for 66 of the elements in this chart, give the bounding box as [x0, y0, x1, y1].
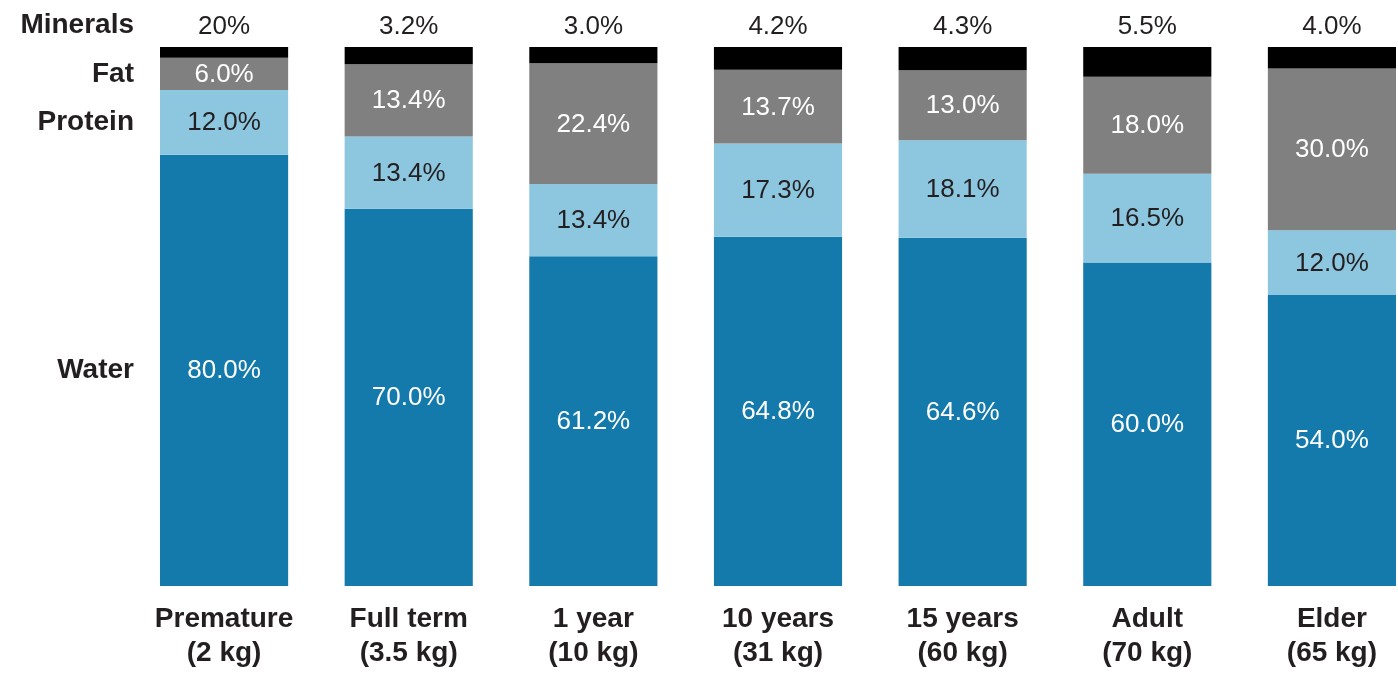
- bar: [344, 208, 473, 586]
- data-label: 13.4%: [371, 156, 446, 187]
- data-label: 6.0%: [194, 57, 254, 88]
- data-label: 12.0%: [187, 106, 261, 137]
- data-label: 18.0%: [1110, 109, 1185, 140]
- bar: [160, 154, 289, 586]
- series-label: Protein: [37, 105, 134, 137]
- data-label: 13.4%: [556, 204, 631, 235]
- bar: [898, 140, 1027, 238]
- data-label: 4.3%: [933, 10, 993, 40]
- bar: [713, 47, 843, 70]
- bar: [898, 237, 1027, 586]
- data-label: 5.5%: [1117, 10, 1177, 40]
- data-label: 70.0%: [371, 381, 446, 412]
- bar: [1267, 294, 1396, 586]
- x-tick-label: 10 years (31 kg): [721, 601, 835, 667]
- data-label: 13.4%: [371, 84, 446, 115]
- series-label: Minerals: [20, 8, 134, 39]
- bar: [529, 183, 658, 257]
- bar: [160, 90, 289, 155]
- bar: [1083, 173, 1212, 263]
- data-label: 61.2%: [556, 405, 631, 436]
- data-label: 64.6%: [925, 395, 1000, 426]
- bar: [898, 70, 1027, 141]
- data-label: 22.4%: [556, 107, 631, 138]
- data-label: 18.1%: [925, 173, 1000, 204]
- data-label: 30.0%: [1295, 133, 1369, 164]
- bar: [529, 47, 658, 64]
- series-label: Water: [57, 353, 135, 385]
- bar: [1083, 262, 1212, 586]
- x-tick-label: Adult (70 kg): [1102, 601, 1193, 667]
- bar: [713, 236, 843, 586]
- data-label: 17.3%: [741, 174, 815, 205]
- data-label: 13.0%: [925, 89, 1000, 120]
- data-label: 64.8%: [741, 395, 815, 426]
- bar: [344, 136, 473, 209]
- bar: [344, 64, 473, 137]
- x-tick-label: Premature (2 kg): [154, 601, 294, 667]
- data-label: 60.0%: [1110, 408, 1185, 439]
- x-tick-label: 1 year (10 kg): [548, 601, 639, 667]
- data-label: 4.0%: [1302, 10, 1362, 40]
- bar: [529, 63, 658, 184]
- x-tick-label: 15 years (60 kg): [906, 601, 1019, 667]
- bar: [1083, 76, 1212, 174]
- bar: [1267, 68, 1396, 231]
- bar: [344, 47, 473, 65]
- x-tick-label: Elder (65 kg): [1286, 601, 1378, 667]
- bar: [1267, 230, 1396, 295]
- bar: [713, 143, 843, 237]
- bar: [1267, 47, 1396, 69]
- data-label: 13.7%: [741, 90, 815, 121]
- data-label: 4.2%: [748, 10, 808, 40]
- annotation: 20%: [198, 10, 251, 40]
- data-label: 16.5%: [1110, 202, 1185, 233]
- data-label: 12.0%: [1295, 246, 1369, 277]
- data-label: 3.2%: [379, 10, 439, 40]
- bar: [713, 69, 843, 144]
- series-label: Fat: [92, 56, 134, 88]
- bar: [898, 47, 1027, 71]
- bar: [1083, 47, 1212, 77]
- data-label: 3.0%: [563, 10, 623, 40]
- data-label: 80.0%: [187, 354, 261, 385]
- bar: [529, 256, 658, 586]
- data-label: 54.0%: [1295, 424, 1369, 455]
- bar: [160, 47, 289, 58]
- x-tick-label: Full term (3.5 kg): [349, 601, 468, 667]
